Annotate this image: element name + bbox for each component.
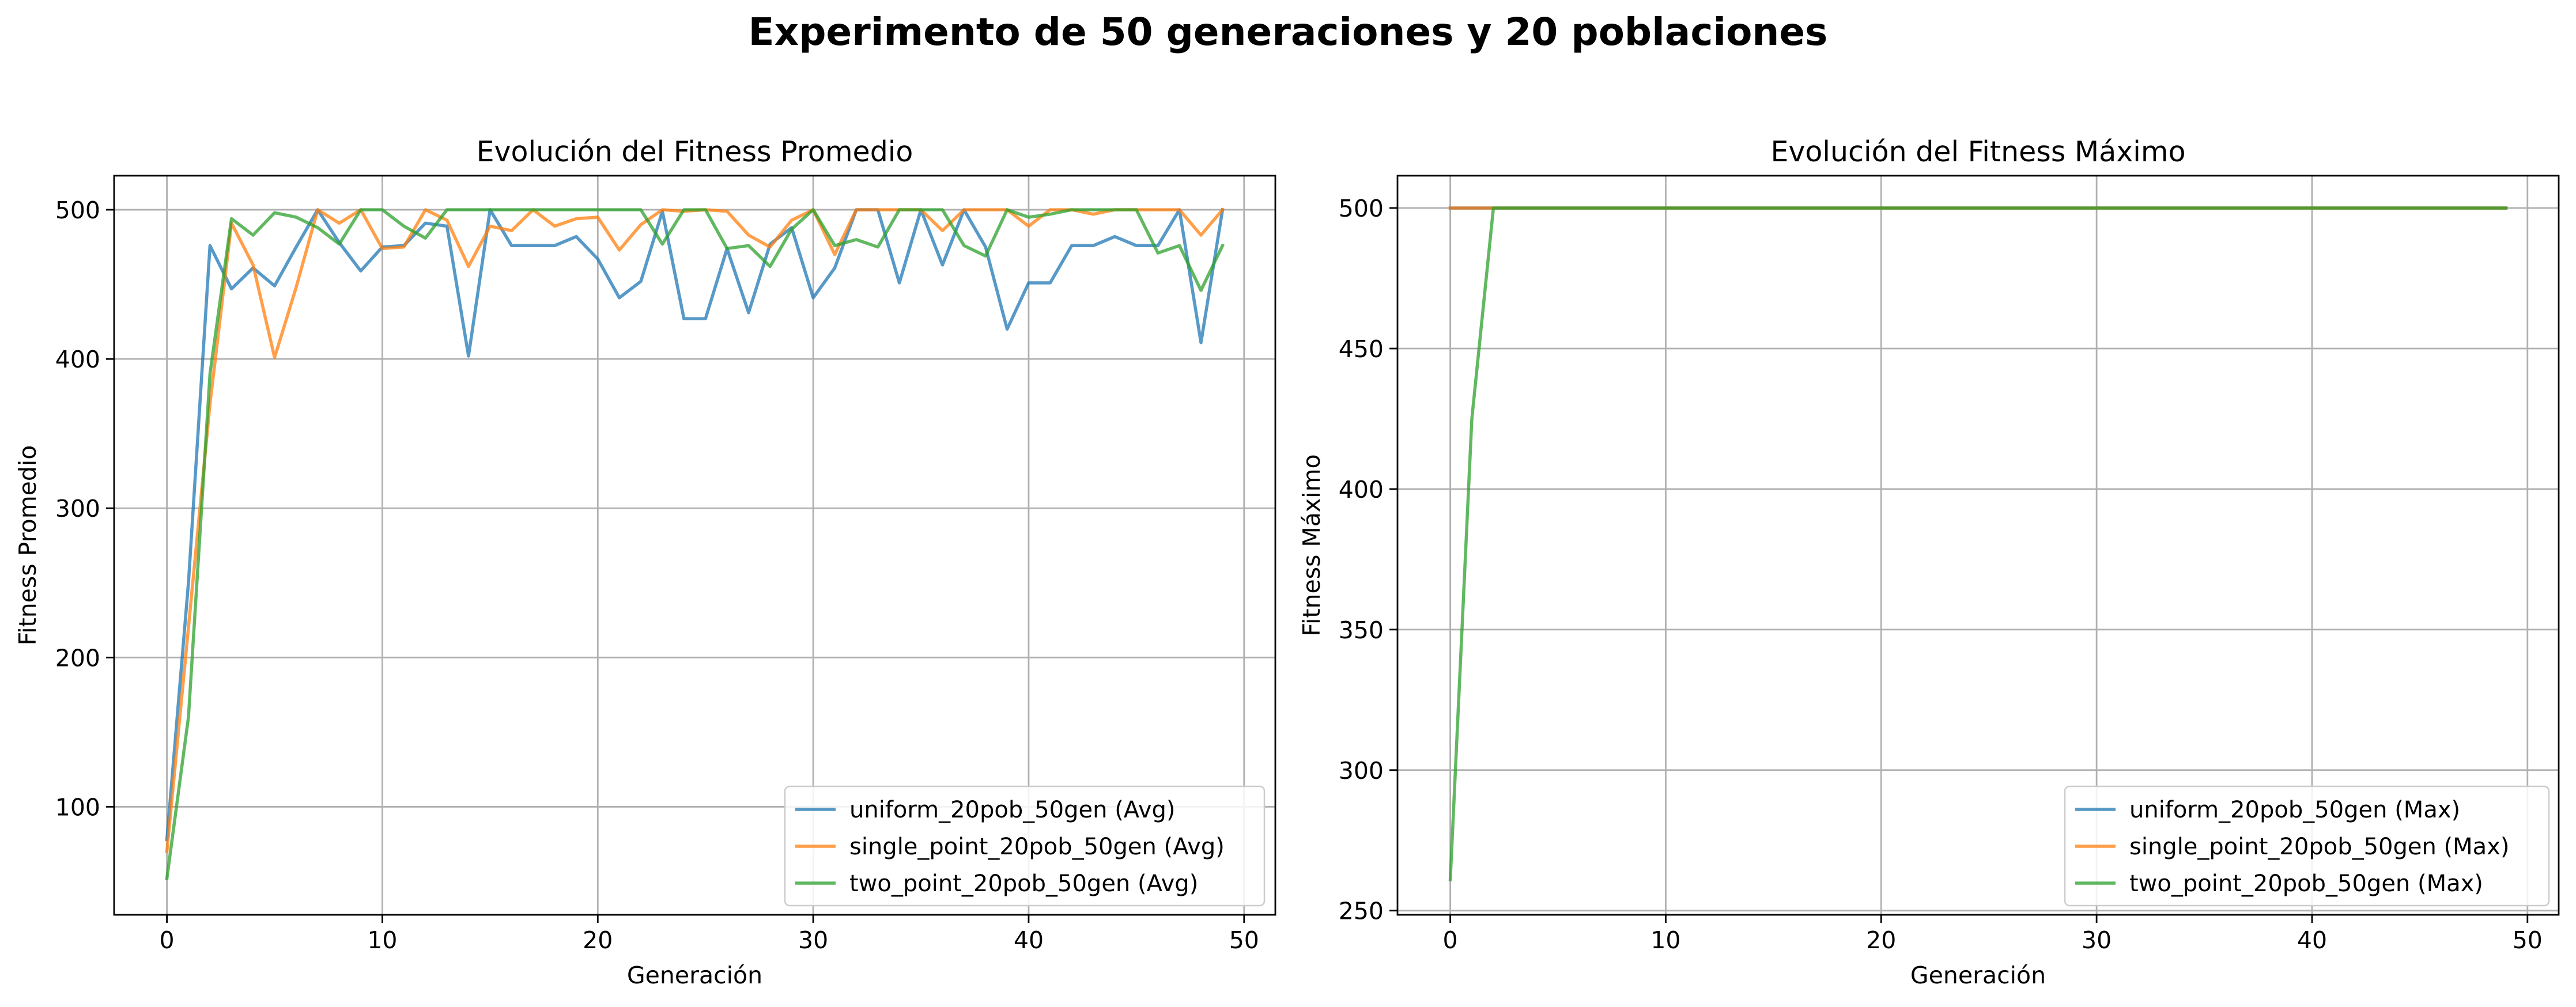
series-line-3	[165, 208, 1225, 880]
y-tick-label: 200	[55, 644, 100, 672]
y-axis-label: Fitness Promedio	[14, 445, 41, 646]
x-tick-label: 40	[2297, 926, 2327, 954]
plot-frame	[113, 175, 1276, 916]
y-tick-label: 500	[1339, 195, 1384, 222]
y-tick-label: 300	[1339, 757, 1384, 785]
y-tick-label: 450	[1339, 335, 1384, 363]
chart-panel-2: 0 10 20 30 40 50 250 300 350 400 450 500 Evolución d…	[1298, 135, 2560, 989]
legend: uniform_20pob_50gen (Max) single_point_20…	[2064, 785, 2550, 907]
y-tick-label: 400	[1339, 476, 1384, 504]
x-tick-label: 20	[583, 926, 613, 954]
y-tick-label: 300	[55, 495, 100, 523]
legend-box	[784, 785, 1266, 907]
y-tick-label: 400	[55, 346, 100, 373]
series-line-3	[1448, 206, 2508, 881]
legend-box	[2064, 785, 2550, 907]
legend-entry-1: uniform_20pob_50gen (Max)	[2129, 797, 2460, 823]
legend-entry-2: single_point_20pob_50gen (Max)	[2129, 834, 2509, 860]
legend-entry-2: single_point_20pob_50gen (Avg)	[849, 834, 1225, 860]
x-tick-label: 0	[1443, 926, 1458, 954]
chart-panel-1: 0 10 20 30 40 50 100 200 300 400 500 Evolución del …	[14, 135, 1276, 989]
series-line-1	[165, 207, 1225, 842]
x-tick-label: 10	[1650, 926, 1680, 954]
chart-title: Evolución del Fitness Máximo	[1770, 135, 2185, 168]
x-tick-label: 0	[160, 926, 175, 954]
x-tick-label: 40	[1014, 926, 1044, 954]
legend-entry-3: two_point_20pob_50gen (Avg)	[849, 870, 1198, 897]
y-tick-label: 500	[55, 196, 100, 224]
y-tick-label: 250	[1339, 898, 1384, 925]
y-tick-label: 350	[1339, 616, 1384, 644]
x-tick-label: 30	[2082, 926, 2112, 954]
chart-title: Evolución del Fitness Promedio	[477, 135, 913, 168]
x-tick-label: 50	[2513, 926, 2543, 954]
y-tick-label: 100	[55, 793, 100, 821]
legend-entry-1: uniform_20pob_50gen (Avg)	[849, 797, 1176, 823]
legend-entry-3: two_point_20pob_50gen (Max)	[2129, 870, 2483, 897]
x-tick-label: 50	[1229, 926, 1259, 954]
x-tick-label: 30	[798, 926, 828, 954]
legend: uniform_20pob_50gen (Avg) single_point_20…	[784, 785, 1266, 907]
x-tick-label: 20	[1866, 926, 1896, 954]
y-axis-label: Fitness Máximo	[1298, 454, 1325, 636]
figure-suptitle: Experimento de 50 generaciones y 20 pobl…	[749, 10, 1828, 54]
plot-frame	[1396, 175, 2560, 916]
x-tick-label: 10	[367, 926, 397, 954]
x-axis-label: Generación	[627, 961, 762, 989]
x-axis-label: Generación	[1910, 961, 2046, 989]
